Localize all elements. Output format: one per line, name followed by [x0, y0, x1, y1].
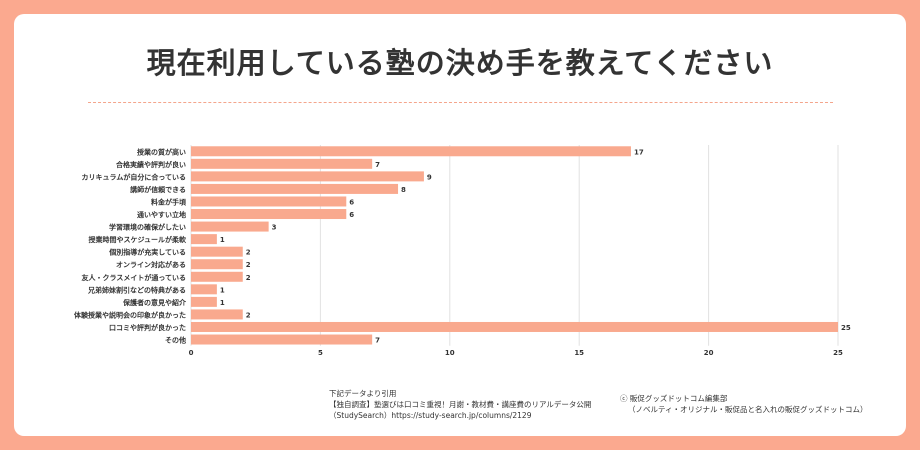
data-label: 2 [246, 261, 251, 269]
category-label: 学習環境の確保がしたい [109, 223, 186, 232]
category-label: 通いやすい立地 [137, 210, 186, 219]
data-label: 3 [272, 224, 277, 232]
category-label: 体験授業や説明会の印象が良かった [74, 310, 186, 319]
bar [191, 171, 424, 182]
category-label: その他 [165, 336, 186, 345]
data-label: 2 [246, 249, 251, 257]
bar [191, 284, 217, 295]
bar [191, 296, 217, 307]
category-label: カリキュラムが自分に合っている [82, 172, 186, 181]
data-label: 1 [220, 286, 225, 294]
data-label: 9 [427, 173, 432, 181]
data-label: 1 [220, 299, 225, 307]
bar [191, 234, 217, 245]
bar [191, 334, 373, 345]
bar [191, 271, 243, 282]
x-tick-label: 20 [704, 349, 714, 357]
source-note: 下記データより引用 【独自調査】塾選びは口コミ重視！月謝・教材費・講座費のリアル… [329, 388, 591, 421]
bar [191, 209, 347, 220]
bar [191, 221, 269, 232]
source-line-2: 【独自調査】塾選びは口コミ重視！月謝・教材費・講座費のリアルデータ公開 [329, 400, 592, 409]
data-label: 6 [349, 198, 354, 206]
bar [191, 183, 399, 194]
category-label: 保護者の意見や紹介 [122, 298, 187, 307]
bar [191, 158, 373, 169]
data-label: 1 [220, 236, 225, 244]
x-tick-label: 0 [189, 349, 194, 357]
data-label: 17 [634, 148, 644, 156]
source-line-1: 下記データより引用 [329, 389, 397, 398]
category-label: 口コミや評判が良かった [109, 323, 186, 332]
bar [191, 259, 243, 270]
x-tick-label: 15 [574, 349, 584, 357]
bar [191, 321, 838, 332]
data-label: 6 [349, 211, 354, 219]
bar [191, 196, 347, 207]
credit-line-2: （ノベルティ・オリジナル・販促品と名入れの販促グッズドットコム） [628, 405, 868, 414]
card [14, 14, 906, 436]
category-label: 兄弟姉妹割引などの特典がある [87, 285, 186, 294]
bar [191, 246, 243, 257]
data-label: 7 [375, 161, 380, 169]
category-label: 料金が手頃 [151, 197, 187, 206]
data-label: 8 [401, 186, 406, 194]
x-tick-label: 10 [445, 349, 455, 357]
category-label: オンライン対応がある [116, 260, 186, 269]
data-label: 2 [246, 311, 251, 319]
category-label: 講師が信頼できる [130, 185, 186, 194]
x-tick-label: 5 [318, 349, 323, 357]
category-label: 合格実績や評判が良い [115, 160, 186, 169]
category-label: 個別指導が充実している [108, 248, 186, 257]
data-label: 7 [375, 337, 380, 345]
bar [191, 146, 631, 157]
source-line-3[interactable]: （StudySearch）https://study-search.jp/col… [329, 411, 532, 420]
bar [191, 309, 243, 320]
credit-note: ⓒ 販促グッズドットコム編集部 （ノベルティ・オリジナル・販促品と名入れの販促グ… [620, 393, 868, 415]
divider [88, 102, 833, 103]
credit-line-1: ⓒ 販促グッズドットコム編集部 [620, 394, 728, 403]
page-title: 現在利用している塾の決め手を教えてください [146, 46, 774, 80]
category-label: 友人・クラスメイトが通っている [80, 273, 186, 282]
x-tick-label: 25 [833, 349, 843, 357]
category-label: 授業時間やスケジュールが柔軟 [88, 235, 187, 244]
data-label: 25 [841, 324, 851, 332]
category-label: 授業の質が高い [137, 147, 186, 156]
data-label: 2 [246, 274, 251, 282]
